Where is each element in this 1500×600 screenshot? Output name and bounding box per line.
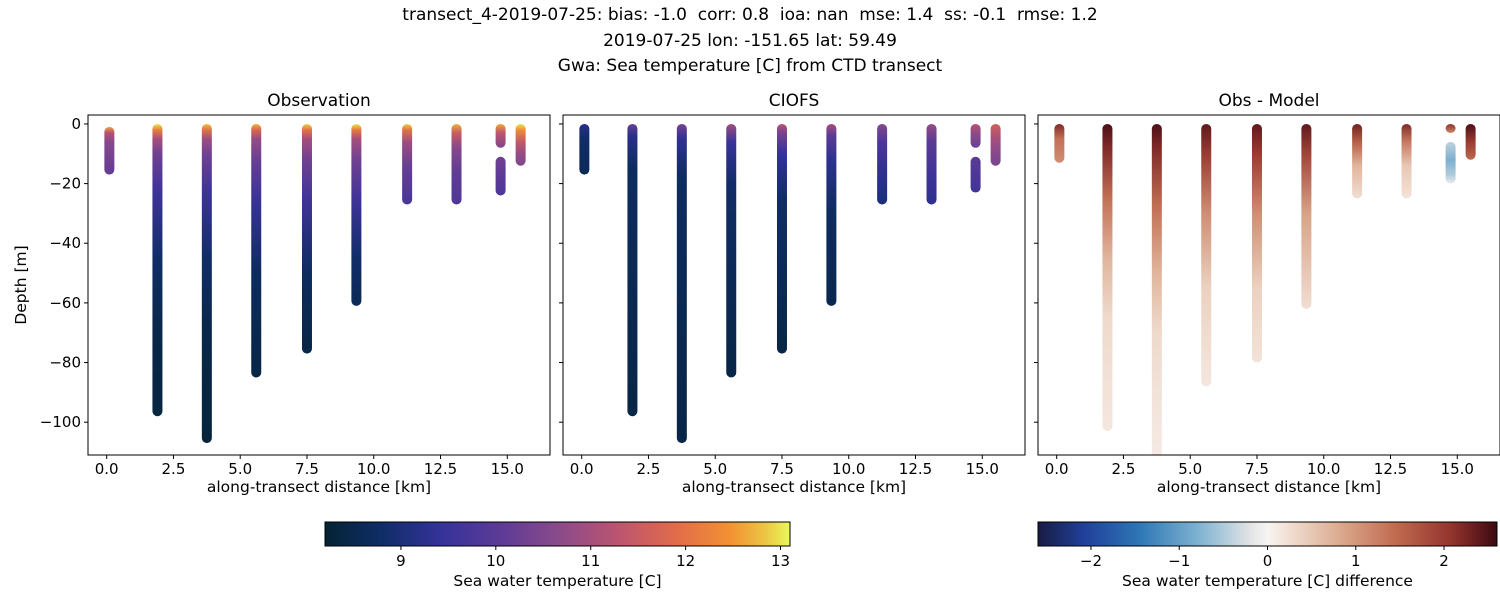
profile-column: [1445, 141, 1456, 184]
panel-ciofs: 0.0 2.5 5.0 7.5 10.0 12.5 15.0: [559, 114, 1026, 478]
profile-column: [1201, 123, 1212, 387]
profile-column: [1401, 123, 1412, 199]
panel-title-observation: Observation: [267, 91, 371, 111]
profile-columns: [104, 123, 526, 444]
x-tick-label: 7.5: [295, 460, 319, 478]
profile-column: [1251, 123, 1262, 363]
y-tick-label: 0: [71, 115, 81, 133]
profile-column: [826, 123, 837, 306]
colorbar-gradient: [1037, 521, 1498, 547]
colorbar-tick-label: 10: [486, 552, 505, 570]
x-tick-label: 12.5: [424, 460, 457, 478]
x-tick-label: 15.0: [966, 460, 999, 478]
x-tick-label: 0.0: [95, 460, 119, 478]
profile-column: [251, 123, 262, 378]
x-tick-label: 5.0: [1178, 460, 1202, 478]
panel-obs-model: 0.0 2.5 5.0 7.5 10.0 12.5 15.0: [1034, 114, 1500, 478]
profile-column: [301, 123, 312, 354]
colorbar-tick-label: 9: [396, 552, 406, 570]
profile-column: [201, 123, 212, 444]
panel-border: [1037, 114, 1500, 456]
profile-column: [451, 123, 462, 205]
x-tick-label: 7.5: [770, 460, 794, 478]
x-tick-label: 2.5: [162, 460, 186, 478]
profile-columns: [579, 123, 1001, 444]
colorbar-tick-label: 2: [1439, 552, 1449, 570]
x-axis-label-ciofs: along-transect distance [km]: [681, 478, 907, 496]
panel-border: [87, 114, 551, 456]
x-tick-label: 2.5: [1112, 460, 1136, 478]
panel-title-ciofs: CIOFS: [768, 91, 820, 111]
figure-subtitle-location: 2019-07-25 lon: -151.65 lat: 59.49: [603, 31, 897, 51]
profile-column: [1151, 123, 1162, 455]
profile-column: [104, 126, 115, 175]
profile-column: [152, 123, 163, 417]
x-tick-label: 12.5: [1374, 460, 1407, 478]
x-tick-label: 10.0: [832, 460, 865, 478]
colorbar-label-difference: Sea water temperature [C] difference: [1122, 572, 1413, 590]
colorbar-label-temperature: Sea water temperature [C]: [453, 572, 662, 590]
profile-column: [1352, 123, 1363, 199]
colorbar-difference: −2 −1 0 1 2: [1037, 521, 1498, 570]
x-tick-label: 5.0: [703, 460, 727, 478]
colorbar-temperature: 9 10 11 12 13: [324, 521, 791, 570]
profile-column: [627, 123, 638, 417]
profile-column: [495, 156, 506, 196]
profile-column: [726, 123, 737, 378]
colorbar-tick-label: 13: [771, 552, 790, 570]
y-tick-label: −100: [40, 413, 81, 431]
colorbar-tick-label: 12: [676, 552, 695, 570]
colorbar-tick-label: 1: [1351, 552, 1361, 570]
colorbar-tick-label: −2: [1080, 552, 1102, 570]
x-tick-label: 10.0: [1307, 460, 1340, 478]
profile-columns: [1054, 123, 1476, 455]
x-tick-label: 15.0: [491, 460, 524, 478]
x-tick-label: 7.5: [1245, 460, 1269, 478]
profile-column: [495, 123, 506, 148]
profile-column: [351, 123, 362, 306]
x-tick-label: 12.5: [899, 460, 932, 478]
panel-title-obs-model: Obs - Model: [1218, 91, 1320, 111]
profile-column: [926, 123, 937, 205]
y-tick-label: −20: [49, 175, 81, 193]
x-axis-label-obs-model: along-transect distance [km]: [1156, 478, 1382, 496]
y-tick-label: −60: [49, 294, 81, 312]
x-tick-label: 0.0: [1045, 460, 1069, 478]
profile-column: [970, 156, 981, 193]
x-tick-label: 15.0: [1441, 460, 1474, 478]
colorbar-tick-label: 0: [1263, 552, 1273, 570]
profile-column: [970, 123, 981, 148]
profile-column: [1465, 123, 1476, 160]
profile-column: [990, 123, 1001, 166]
y-tick-label: −40: [49, 234, 81, 252]
profile-column: [402, 123, 413, 205]
colorbar-gradient: [324, 521, 791, 547]
profile-column: [1102, 123, 1113, 432]
profile-column: [515, 123, 526, 166]
profile-column: [579, 123, 590, 175]
profile-column: [1301, 123, 1312, 309]
y-tick-label: −80: [49, 354, 81, 372]
x-axis-label-observation: along-transect distance [km]: [206, 478, 432, 496]
profile-column: [1054, 123, 1065, 163]
profile-column: [877, 123, 888, 205]
profile-column: [676, 123, 687, 444]
profile-column: [776, 123, 787, 354]
profile-column: [1445, 123, 1456, 133]
x-tick-label: 10.0: [357, 460, 390, 478]
colorbar-tick-label: 11: [581, 552, 600, 570]
figure-subtitle-variable: Gwa: Sea temperature [C] from CTD transe…: [557, 56, 943, 76]
x-tick-label: 0.0: [570, 460, 594, 478]
x-tick-label: 2.5: [637, 460, 661, 478]
x-tick-label: 5.0: [228, 460, 252, 478]
colorbar-tick-label: −1: [1168, 552, 1190, 570]
panel-observation: 0.0 2.5 5.0 7.5 10.0 12.5 15.0 0 −20 −40 −60 −80 −10…: [40, 114, 551, 478]
panel-border: [562, 114, 1026, 456]
figure-title-stats: transect_4-2019-07-25: bias: -1.0 corr: …: [402, 5, 1098, 25]
